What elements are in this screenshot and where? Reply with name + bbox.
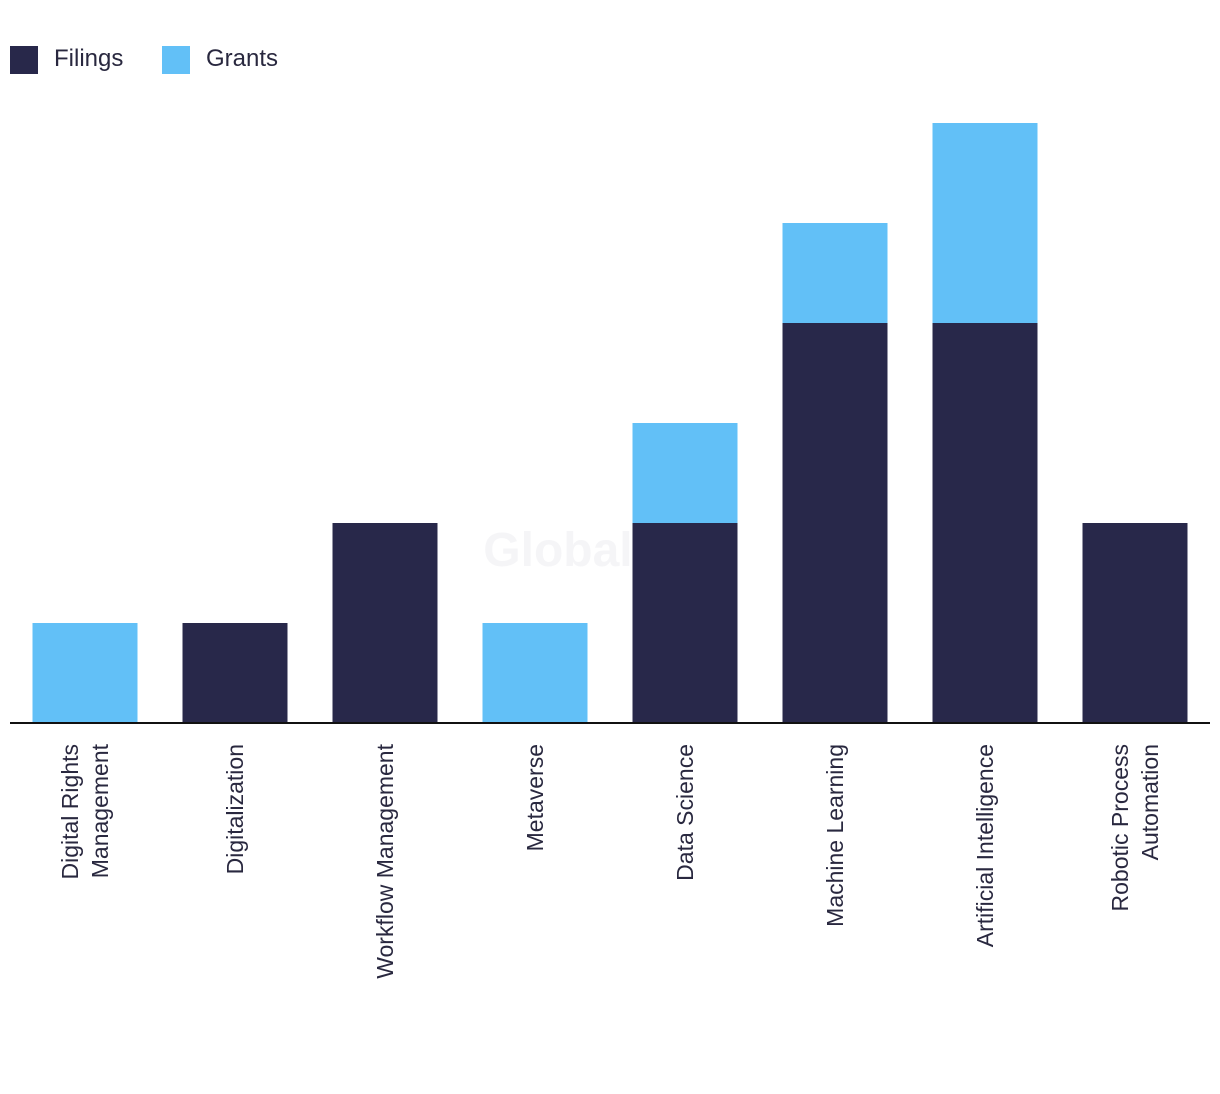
bar-grants-6 [932,123,1038,323]
legend-swatch-grants [162,46,190,74]
x-tick-labels: Digital Rights Management Digitalization Wo… [57,743,1163,978]
tick-label-4-0: Data Science [672,744,698,881]
bar-filings-6 [932,323,1038,723]
bar-filings-1 [182,623,288,723]
tick-label-6-0: Artificial Intelligence [972,744,998,947]
bar-filings-5 [782,323,888,723]
legend: Filings Grants [10,45,278,74]
tick-label-2-0: Workflow Management [372,743,398,978]
tick-label-1-0: Digitalization [222,744,248,874]
bar-filings-2 [332,523,438,723]
tick-label-0-0: Digital Rights [57,744,83,880]
bar-grants-3 [482,623,588,723]
bar-filings-7 [1082,523,1188,723]
legend-swatch-filings [10,46,38,74]
bar-grants-0 [32,623,138,723]
bar-grants-5 [782,223,888,323]
tick-label-0-1: Management [87,743,113,878]
legend-label-grants: Grants [206,45,278,72]
bar-filings-4 [632,523,738,723]
tick-label-7-1: Automation [1137,744,1163,860]
tick-label-7-0: Robotic Process [1107,744,1133,911]
bar-grants-4 [632,423,738,523]
tick-label-5-0: Machine Learning [822,744,848,927]
legend-label-filings: Filings [54,45,123,72]
tick-label-3-0: Metaverse [522,744,548,851]
bars-group [32,123,1188,723]
